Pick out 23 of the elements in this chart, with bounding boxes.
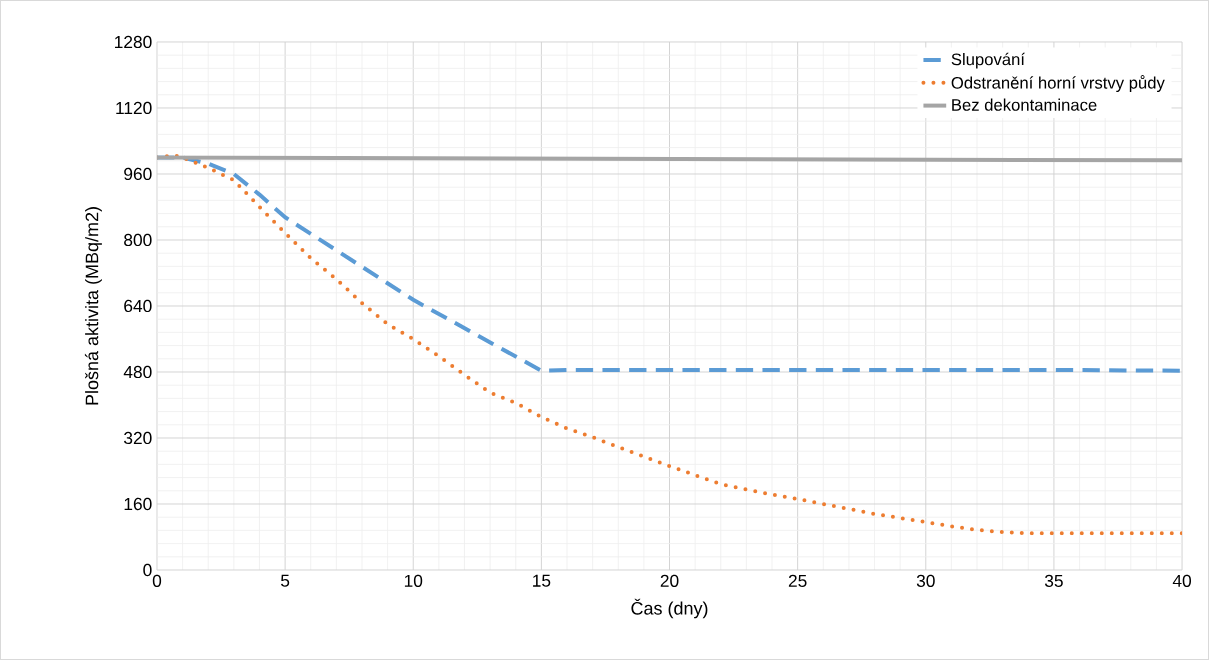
y-tick-label: 320 [124,431,152,445]
x-tick-label: 5 [280,574,290,587]
y-tick-label: 1280 [115,35,152,49]
legend-label: Slupování [951,52,1025,69]
x-tick-label: 30 [916,574,935,587]
y-tick-label: 800 [124,233,152,247]
x-tick-label: 0 [152,574,162,587]
y-axis-title: Plošná aktivita (MBq/m2) [84,207,102,405]
legend-label: Odstranění horní vrstvy půdy [951,75,1165,93]
x-tick-label: 35 [1044,574,1063,587]
y-tick-label: 160 [124,497,152,511]
x-tick-label: 40 [1172,574,1192,587]
y-tick-label: 480 [123,365,152,379]
x-tick-label: 10 [404,574,423,587]
y-tick-label: 1120 [116,101,152,115]
x-axis-title: Čas (dny) [631,598,708,619]
y-tick-label: 640 [124,299,152,313]
y-tick-label: 0 [143,563,152,577]
x-tick-label: 20 [660,574,679,587]
x-tick-label: 25 [788,574,807,587]
x-tick-label: 15 [533,574,551,587]
legend-label: Bez dekontaminace [952,98,1097,111]
y-tick-label: 960 [124,167,152,181]
